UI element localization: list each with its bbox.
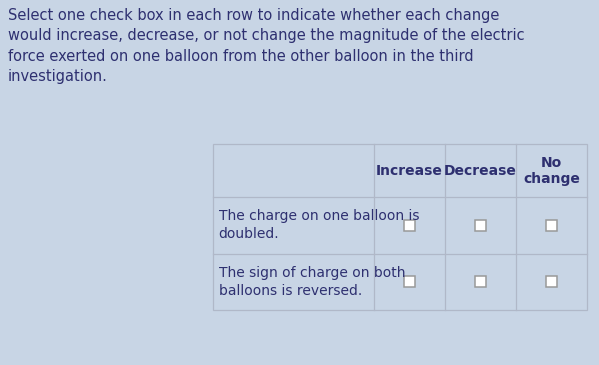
Text: Increase: Increase [376,164,443,178]
Bar [475,220,486,231]
Bar [546,220,557,231]
Bar [404,276,415,288]
Bar [213,144,587,310]
Text: No
change: No change [523,155,580,186]
Bar [546,276,557,288]
Text: Select one check box in each row to indicate whether each change
would increase,: Select one check box in each row to indi… [8,8,525,84]
Bar [475,276,486,288]
Text: The charge on one balloon is
doubled.: The charge on one balloon is doubled. [219,210,419,241]
Text: Decrease: Decrease [444,164,517,178]
Bar [213,144,587,310]
Bar [404,220,415,231]
Text: The sign of charge on both
balloons is reversed.: The sign of charge on both balloons is r… [219,266,405,298]
